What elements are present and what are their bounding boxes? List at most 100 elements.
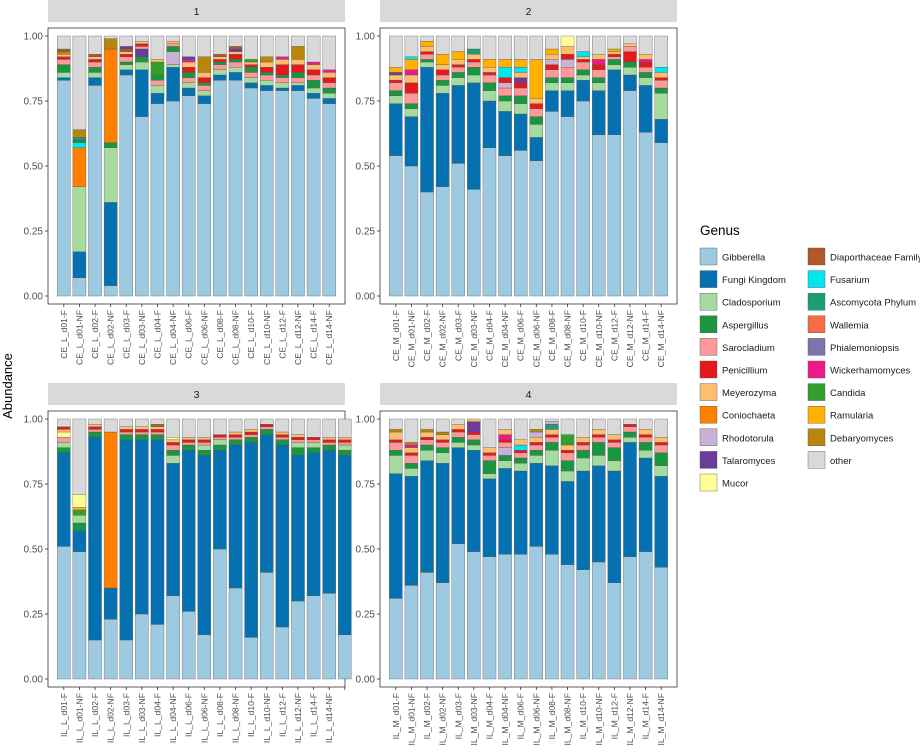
bar-segment-meyerozyma <box>322 72 336 78</box>
bar-segment-aspergillus <box>482 460 497 474</box>
bar-segment-other <box>420 418 434 430</box>
bar-segment-cladosporium <box>513 103 528 115</box>
bar-segment-cladosporium <box>72 186 87 252</box>
legend-label: Sarocladium <box>722 343 775 354</box>
bar-segment-fungi-kingdom <box>57 77 71 81</box>
bar-segment-other <box>638 35 653 55</box>
bar-segment-aspergillus <box>72 139 87 143</box>
bar-segment-fungi-kingdom <box>513 470 528 555</box>
bar-segment-sarocladium <box>435 74 450 81</box>
bar-segment-penicillium <box>150 429 165 433</box>
x-tick-label: IL_L_d03-F <box>121 693 131 737</box>
bar-segment-aspergillus <box>638 72 653 78</box>
bar-segment-sarocladium <box>638 437 653 443</box>
bar-IL_M_d10-NF <box>592 418 606 680</box>
bar-segment-fusarium <box>576 51 590 57</box>
x-tick-label: IL_M_d14-NF <box>656 693 666 746</box>
x-tick-label: CE_M_d14-F <box>641 310 651 361</box>
bar-segment-gibberella <box>529 160 544 297</box>
bar-segment-debaryomyces <box>404 442 419 446</box>
bar-segment-penicillium <box>498 439 512 443</box>
bar-segment-wickerhamomyces <box>275 56 290 60</box>
bar-segment-aspergillus <box>322 87 336 94</box>
bar-segment-sarocladium <box>576 444 590 451</box>
bar-IL_L_d10-F <box>244 418 258 680</box>
bar-segment-fungi-kingdom <box>389 103 403 156</box>
bar-segment-aspergillus <box>213 444 227 451</box>
x-tick-label: CE_L_d14-F <box>309 310 319 359</box>
bar-segment-sarocladium <box>404 455 419 464</box>
bar-segment-penicillium <box>467 431 481 435</box>
bar-segment-cladosporium <box>654 93 668 120</box>
bar-segment-other <box>560 418 575 435</box>
bar-segment-gibberella <box>623 90 637 297</box>
bar-segment-rhodotorula <box>545 421 559 425</box>
bar-segment-penicillium <box>654 77 668 81</box>
bar-segment-sarocladium <box>482 74 497 83</box>
bar-segment-aspergillus <box>291 72 305 78</box>
bar-segment-other <box>213 35 227 55</box>
bar-segment-cladosporium <box>576 74 590 81</box>
bar-segment-other <box>592 418 606 430</box>
bar-segment-debaryomyces <box>435 431 450 435</box>
bar-segment-aspergillus <box>576 450 590 459</box>
x-tick-label: CE_M_d02-F <box>422 310 432 361</box>
legend-label: Coniochaeta <box>722 411 776 422</box>
bar-segment-aspergillus <box>213 61 227 65</box>
bar-segment-fungi-kingdom <box>338 455 352 635</box>
bar-segment-sarocladium <box>529 108 544 117</box>
bar-segment-aspergillus <box>57 64 71 73</box>
x-tick-label: IL_L_d12-F <box>277 693 287 737</box>
bar-segment-sarocladium <box>576 61 590 70</box>
bar-segment-penicillium <box>607 54 622 57</box>
bar-segment-penicillium <box>451 429 465 433</box>
bar-segment-cladosporium <box>529 455 544 464</box>
bar-segment-wickerhamomyces <box>592 59 606 65</box>
bar-IL_M_d06-F <box>513 418 528 680</box>
bar-segment-meyerozyma <box>166 439 180 443</box>
bar-segment-fusarium <box>654 67 668 73</box>
bar-segment-meyerozyma <box>213 56 227 60</box>
bar-segment-aspergillus <box>119 434 133 440</box>
bar-segment-meyerozyma <box>404 74 419 83</box>
bar-segment-cladosporium <box>338 444 352 451</box>
y-tick-label: 0.50 <box>356 545 376 556</box>
legend-swatch <box>807 247 826 266</box>
bar-IL_L_d03-NF <box>135 418 149 680</box>
bar-segment-penicillium <box>135 43 149 47</box>
bar-segment-fungi-kingdom <box>150 439 165 625</box>
bar-segment-penicillium <box>420 437 434 440</box>
bar-segment-fungi-kingdom <box>638 85 653 133</box>
bar-segment-fungi-kingdom <box>213 74 227 81</box>
bar-segment-gibberella <box>404 585 419 680</box>
bar-segment-other <box>291 418 305 435</box>
bar-segment-fungi-kingdom <box>654 476 668 568</box>
bar-segment-gibberella <box>72 551 87 680</box>
bar-segment-cladosporium <box>420 61 434 68</box>
bar-segment-aspergillus <box>244 437 258 443</box>
legend-item-other: other <box>807 451 852 469</box>
bar-segment-cladosporium <box>654 465 668 477</box>
legend-item-mucor: Mucor <box>699 473 748 492</box>
bar-segment-cladosporium <box>435 85 450 94</box>
bar-segment-penicillium <box>291 64 305 73</box>
y-tick-label: 0.25 <box>24 227 44 238</box>
bar-CE_M_d04-NF <box>498 35 512 297</box>
bar-segment-gibberella <box>150 103 165 297</box>
bar-segment-talaromyces <box>228 48 243 52</box>
bar-segment-ramularia <box>404 59 419 70</box>
bar-segment-fungi-kingdom <box>592 90 606 135</box>
bar-segment-meyerozyma <box>498 429 512 435</box>
bar-segment-sarocladium <box>451 431 465 438</box>
bar-segment-fungi-kingdom <box>529 463 544 547</box>
x-tick-label: CE_L_d04-F <box>152 310 162 359</box>
x-tick-label: IL_L_d03-NF <box>137 693 147 743</box>
x-tick-label: IL_L_d08-F <box>215 693 225 737</box>
x-tick-label: IL_L_d10-F <box>246 693 256 737</box>
bar-segment-penicillium <box>420 51 434 55</box>
bar-segment-fungi-kingdom <box>623 74 637 91</box>
bar-segment-penicillium <box>451 64 465 68</box>
bar-segment-sarocladium <box>135 46 149 50</box>
bar-segment-aspergillus <box>529 450 544 456</box>
bar-segment-fungi-kingdom <box>404 116 419 167</box>
